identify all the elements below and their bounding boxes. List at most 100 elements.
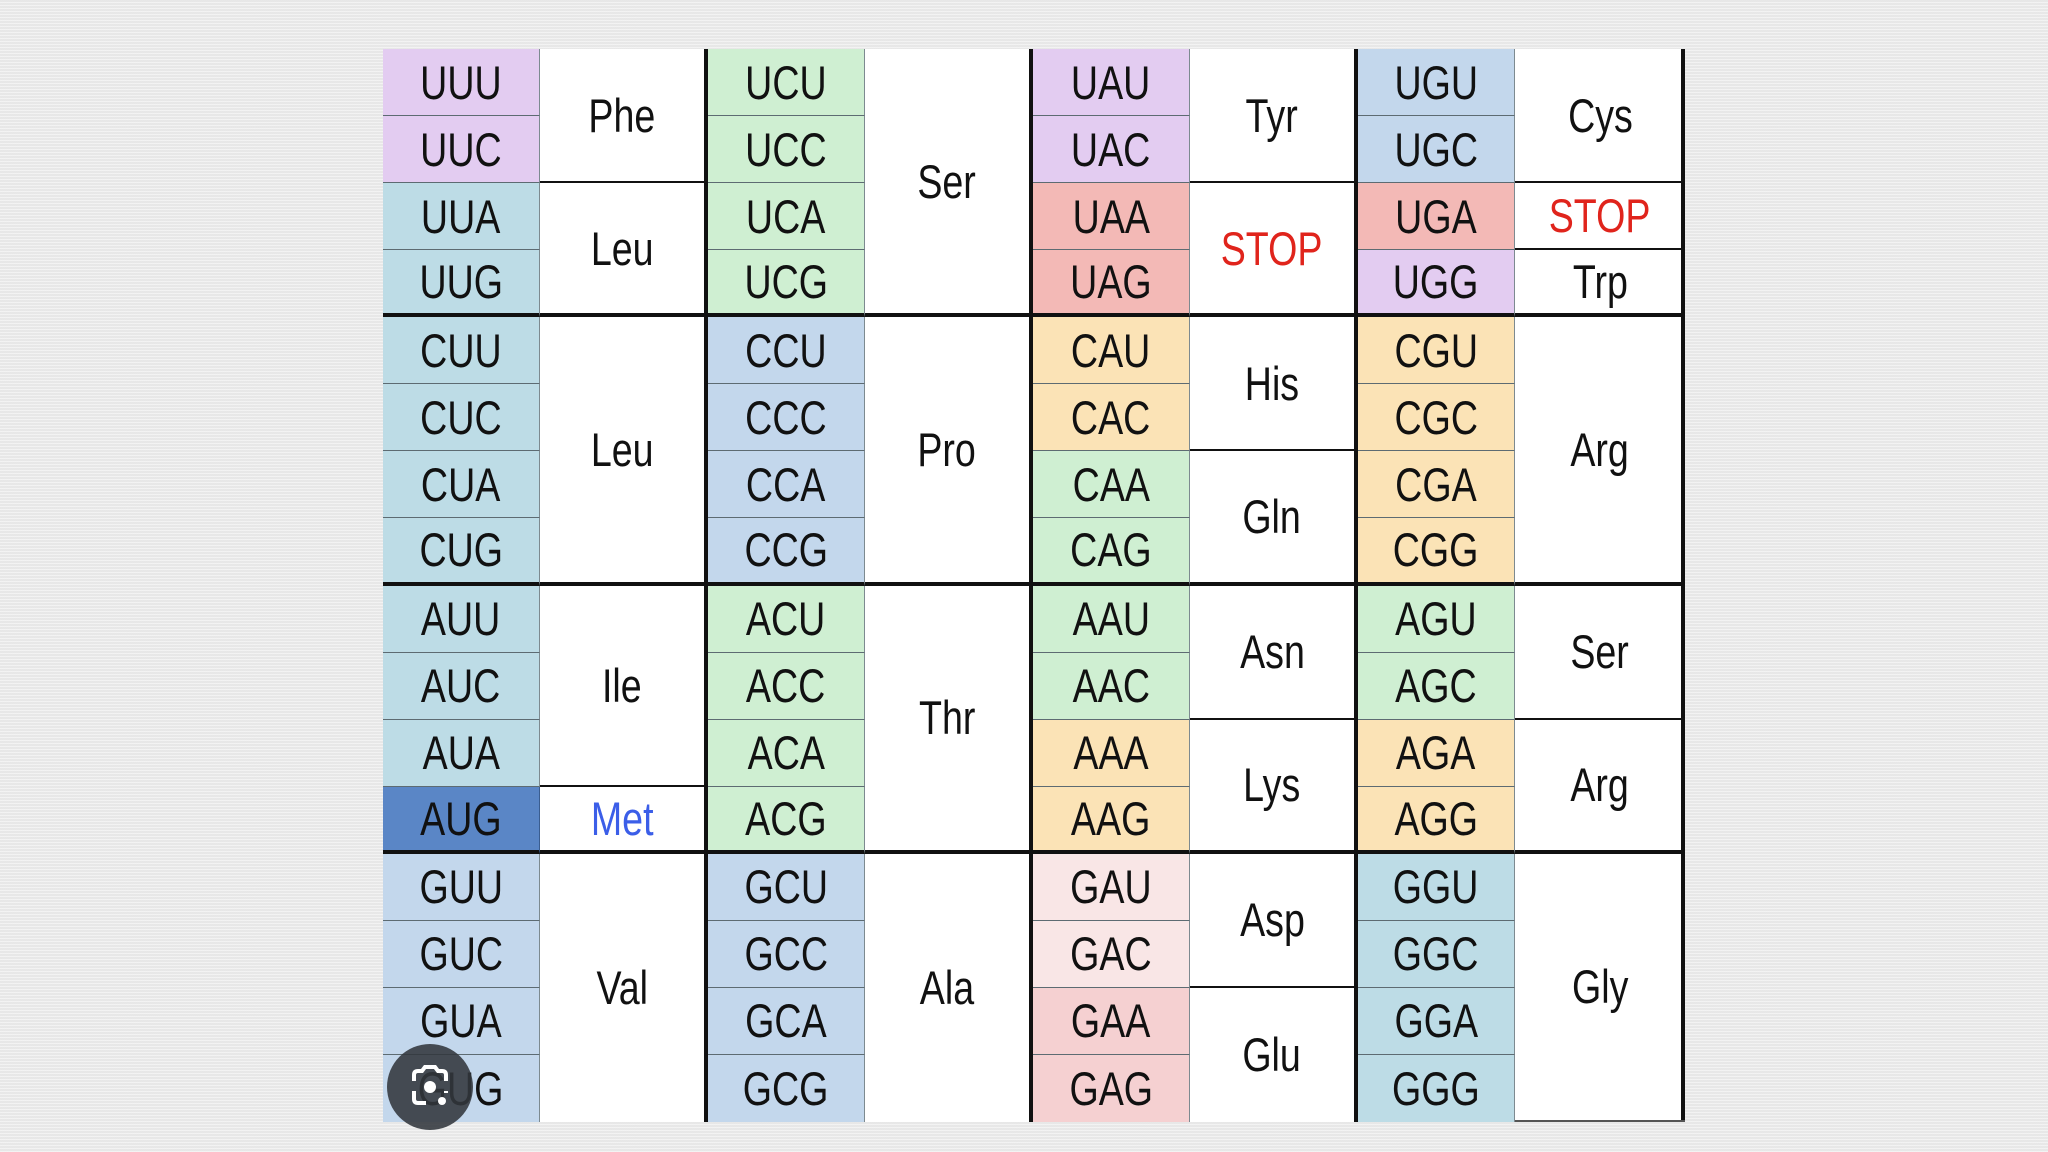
amino-acid-label: Met bbox=[590, 791, 654, 845]
amino-acid-ser: Ser bbox=[1515, 586, 1685, 720]
amino-acid-label: Ile bbox=[602, 658, 642, 712]
amino-acid-arg: Arg bbox=[1515, 317, 1685, 586]
amino-acid-trp: Trp bbox=[1515, 250, 1685, 318]
codon-cell-gcg: GCG bbox=[708, 1054, 865, 1122]
codon-label: CCG bbox=[744, 523, 828, 577]
codon-cell-aga: AGA bbox=[1358, 719, 1515, 787]
codon-cell-cgc: CGC bbox=[1358, 384, 1515, 452]
codon-cell-uuc: UUC bbox=[383, 116, 540, 184]
codon-label: GUA bbox=[420, 994, 502, 1048]
codon-label: GCG bbox=[743, 1061, 829, 1115]
codon-label: UAG bbox=[1070, 255, 1152, 309]
codon-cell-cug: CUG bbox=[383, 518, 540, 586]
codon-label: CCU bbox=[745, 323, 827, 377]
codon-cell-gau: GAU bbox=[1033, 853, 1190, 921]
amino-acid-glu: Glu bbox=[1190, 987, 1358, 1122]
amino-acid-label: Arg bbox=[1570, 422, 1630, 476]
amino-acid-ile: Ile bbox=[540, 585, 708, 787]
amino-acid-label: Glu bbox=[1242, 1028, 1302, 1082]
codon-cell-ucc: UCC bbox=[708, 116, 865, 184]
codon-cell-gac: GAC bbox=[1033, 920, 1190, 988]
codon-cell-aac: AAC bbox=[1033, 652, 1190, 720]
codon-label: UCC bbox=[745, 122, 827, 176]
codon-label: UGU bbox=[1394, 55, 1478, 109]
codon-cell-acg: ACG bbox=[708, 786, 865, 854]
codon-cell-guc: GUC bbox=[383, 920, 540, 988]
codon-label: CUG bbox=[419, 523, 503, 577]
codon-cell-caa: CAA bbox=[1033, 451, 1190, 519]
codon-cell-aua: AUA bbox=[383, 719, 540, 787]
visual-search-button[interactable] bbox=[387, 1044, 473, 1130]
codon-cell-aaa: AAA bbox=[1033, 719, 1190, 787]
amino-acid-label: Arg bbox=[1570, 758, 1630, 812]
amino-acid-his: His bbox=[1190, 317, 1358, 452]
codon-label: UCU bbox=[745, 55, 827, 109]
codon-cell-auc: AUC bbox=[383, 652, 540, 720]
codon-cell-aca: ACA bbox=[708, 719, 865, 787]
amino-acid-label: STOP bbox=[1221, 221, 1323, 275]
amino-acid-label: Val bbox=[596, 961, 648, 1015]
amino-acid-label: Leu bbox=[590, 422, 654, 476]
codon-cell-acc: ACC bbox=[708, 652, 865, 720]
codon-label: GGC bbox=[1393, 927, 1479, 981]
amino-acid-label: Pro bbox=[917, 422, 977, 476]
codon-cell-ggg: GGG bbox=[1358, 1054, 1515, 1122]
codon-label: CGA bbox=[1395, 457, 1477, 511]
codon-cell-ccc: CCC bbox=[708, 384, 865, 452]
amino-acid-asn: Asn bbox=[1190, 585, 1358, 720]
codon-cell-uuu: UUU bbox=[383, 49, 540, 117]
amino-acid-asp: Asp bbox=[1190, 853, 1358, 988]
amino-acid-stop: STOP bbox=[1190, 183, 1358, 318]
codon-label: UUU bbox=[420, 55, 502, 109]
codon-label: ACU bbox=[746, 592, 826, 646]
codon-label: GUU bbox=[419, 860, 503, 914]
codon-label: UAC bbox=[1071, 122, 1151, 176]
codon-label: CCC bbox=[745, 390, 827, 444]
amino-acid-stop: STOP bbox=[1515, 183, 1685, 251]
codon-cell-uga: UGA bbox=[1358, 183, 1515, 251]
amino-acid-label: Phe bbox=[588, 88, 656, 142]
codon-label: CAU bbox=[1071, 323, 1151, 377]
amino-acid-gln: Gln bbox=[1190, 451, 1358, 586]
codon-cell-acu: ACU bbox=[708, 585, 865, 653]
codon-cell-aau: AAU bbox=[1033, 585, 1190, 653]
codon-cell-cua: CUA bbox=[383, 451, 540, 519]
codon-cell-cca: CCA bbox=[708, 451, 865, 519]
codon-label: AGG bbox=[1394, 791, 1478, 845]
codon-label: UCA bbox=[746, 189, 826, 243]
amino-acid-gly: Gly bbox=[1515, 854, 1685, 1122]
amino-acid-phe: Phe bbox=[540, 49, 708, 184]
amino-acid-label: Cys bbox=[1567, 88, 1633, 142]
codon-label: CUA bbox=[421, 457, 501, 511]
amino-acid-label: Asp bbox=[1239, 893, 1305, 947]
codon-label: GAC bbox=[1070, 927, 1152, 981]
codon-label: UUA bbox=[421, 189, 501, 243]
codon-cell-uaa: UAA bbox=[1033, 183, 1190, 251]
codon-cell-cag: CAG bbox=[1033, 518, 1190, 586]
codon-cell-ucg: UCG bbox=[708, 250, 865, 318]
codon-cell-gcc: GCC bbox=[708, 920, 865, 988]
amino-acid-label: Asn bbox=[1239, 625, 1305, 679]
codon-cell-agu: AGU bbox=[1358, 585, 1515, 653]
codon-label: UGG bbox=[1393, 255, 1479, 309]
codon-label: AAA bbox=[1073, 726, 1149, 780]
codon-label: CAA bbox=[1072, 457, 1150, 511]
codon-cell-agc: AGC bbox=[1358, 652, 1515, 720]
codon-label: UUC bbox=[420, 122, 502, 176]
codon-table: UUU UUC UUA UUG CUU CUC CUA CUG AUU AUC AUA AUG GUU G… bbox=[383, 49, 1685, 1122]
codon-cell-guu: GUU bbox=[383, 853, 540, 921]
codon-label: ACA bbox=[747, 726, 825, 780]
amino-acid-label: His bbox=[1244, 356, 1300, 410]
codon-label: UGA bbox=[1395, 189, 1477, 243]
codon-label: CCA bbox=[746, 457, 826, 511]
codon-cell-cga: CGA bbox=[1358, 451, 1515, 519]
amino-acid-arg: Arg bbox=[1515, 720, 1685, 854]
codon-cell-uac: UAC bbox=[1033, 116, 1190, 184]
amino-acid-label: Ser bbox=[1570, 625, 1630, 679]
codon-cell-auu: AUU bbox=[383, 585, 540, 653]
amino-acid-label: Tyr bbox=[1245, 88, 1299, 142]
amino-acid-label: Leu bbox=[590, 221, 654, 275]
codon-label: CUU bbox=[420, 323, 502, 377]
amino-acid-leu: Leu bbox=[540, 317, 708, 586]
codon-label: GAA bbox=[1071, 994, 1151, 1048]
